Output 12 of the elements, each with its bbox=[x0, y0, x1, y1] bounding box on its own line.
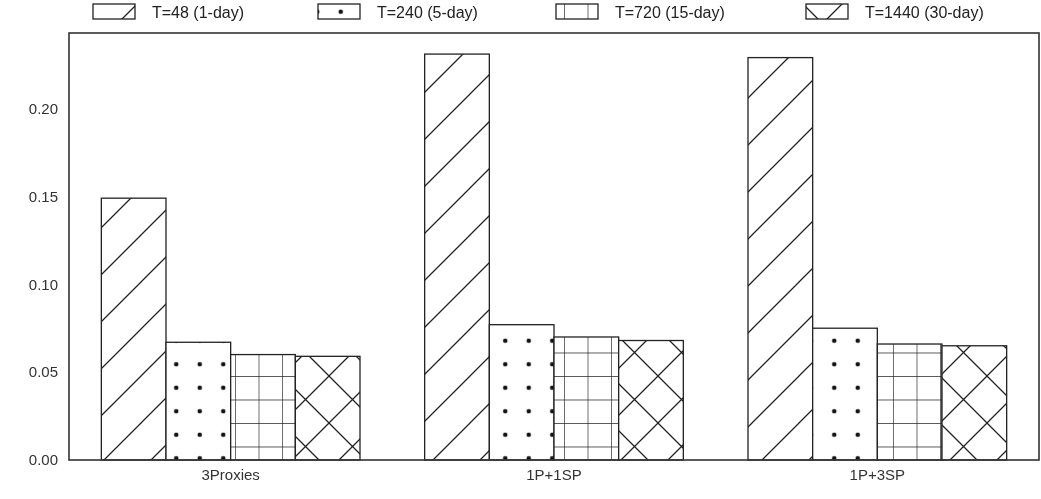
legend-label: T=240 (5-day) bbox=[377, 3, 478, 21]
y-tick-label: 0.20 bbox=[28, 99, 58, 117]
legend-label: T=48 (1-day) bbox=[152, 3, 245, 21]
legend-label: T=1440 (30-day) bbox=[865, 3, 984, 21]
y-tick-label: 0.10 bbox=[28, 275, 58, 293]
y-tick-label: 0.05 bbox=[28, 363, 58, 381]
x-tick-label: 1P+3SP bbox=[849, 466, 906, 483]
x-tick-label: 3Proxies bbox=[201, 466, 260, 483]
y-tick-label: 0.00 bbox=[28, 451, 58, 469]
y-tick-label: 0.15 bbox=[28, 187, 58, 205]
x-tick-label: 1P+1SP bbox=[526, 466, 582, 483]
legend-label: T=720 (15-day) bbox=[615, 3, 725, 21]
